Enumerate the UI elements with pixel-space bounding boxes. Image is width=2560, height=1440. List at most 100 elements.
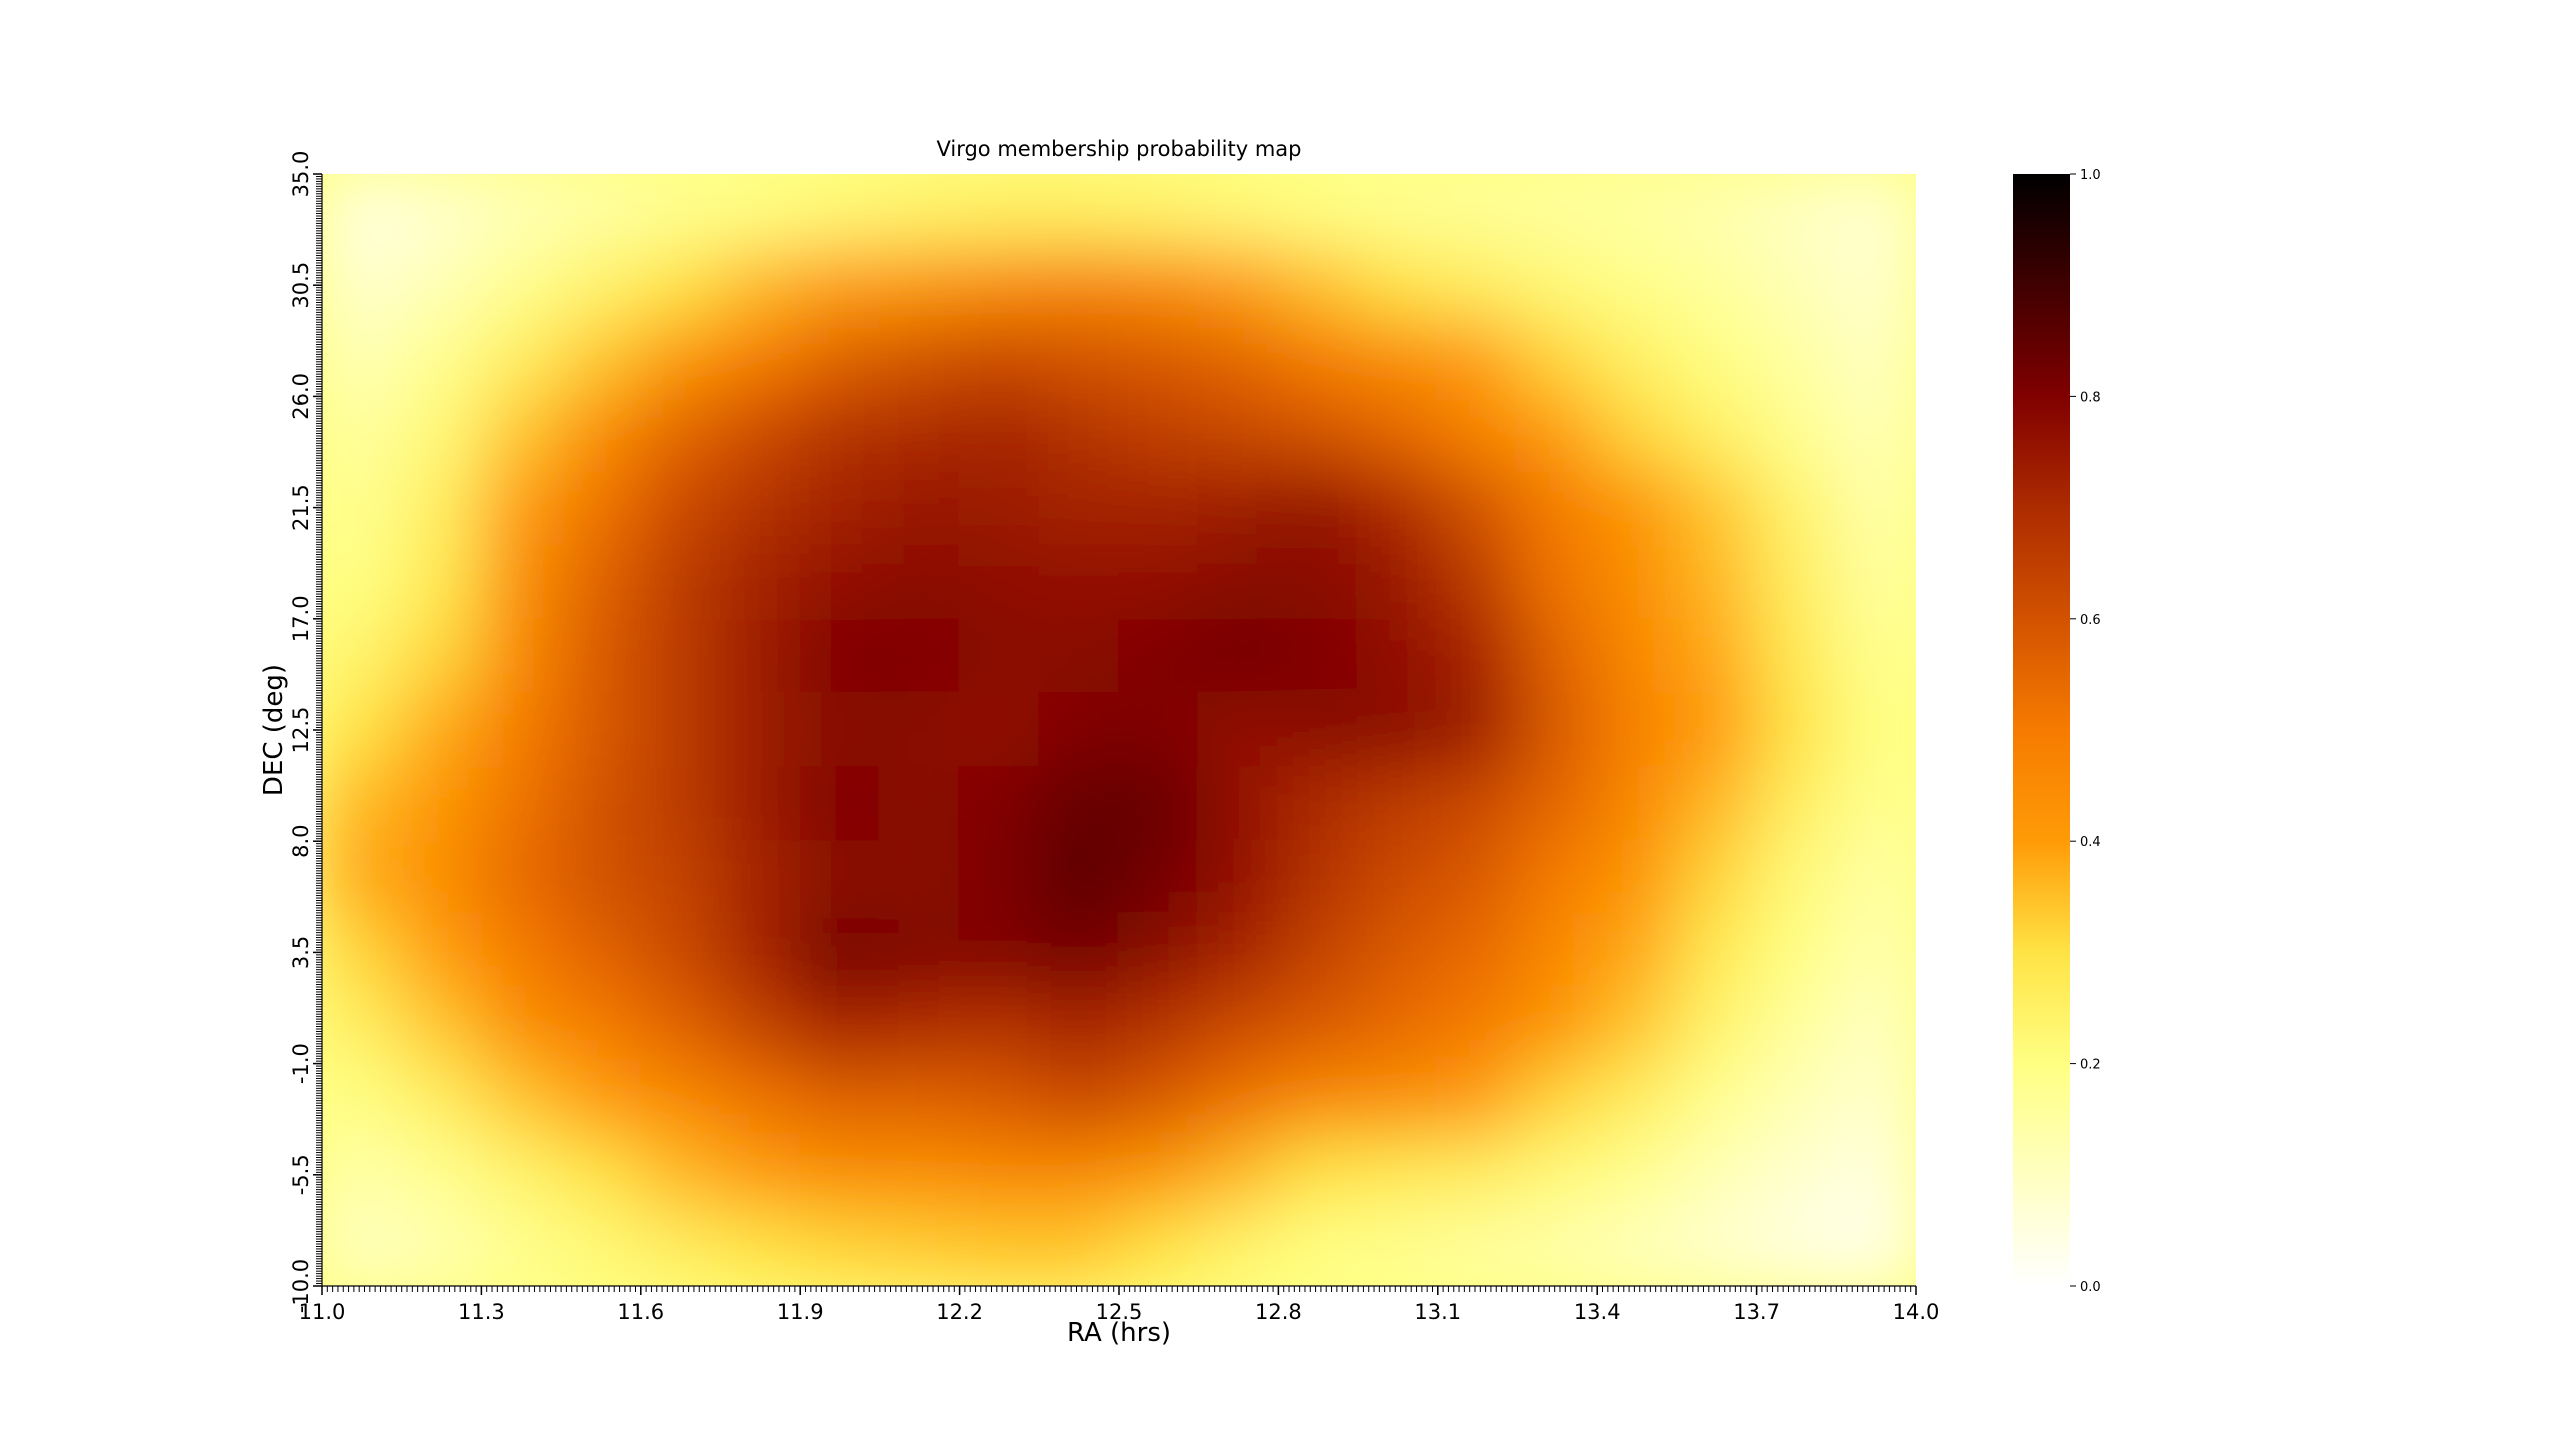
- heatmap-cell: [480, 1210, 563, 1286]
- heatmap-cell: [480, 914, 563, 991]
- heatmap-cell: [1038, 469, 1120, 546]
- heatmap-cell: [1755, 766, 1838, 843]
- heatmap-cell: [1596, 691, 1678, 769]
- y-tick-label: 12.5: [289, 707, 313, 754]
- heatmap-cell: [400, 543, 483, 620]
- heatmap-cell: [1197, 174, 1280, 250]
- heatmap-cell: [1835, 617, 1916, 694]
- heatmap-cell: [1596, 1136, 1678, 1213]
- heatmap-cell: [1357, 840, 1439, 917]
- heatmap-cell: [799, 1062, 881, 1139]
- heatmap-cell: [1038, 174, 1120, 250]
- colorbar-tick-label: 0.6: [2080, 613, 2101, 628]
- y-tick-label: -1.0: [289, 1043, 313, 1084]
- heatmap-cell: [878, 247, 961, 324]
- heatmap-cell: [560, 766, 642, 843]
- heatmap-cell: [1516, 988, 1599, 1065]
- heatmap-cell: [1197, 1136, 1280, 1213]
- heatmap-cell: [1596, 617, 1678, 694]
- heatmap-cell: [1755, 174, 1838, 250]
- x-tick-label: 13.7: [1733, 1300, 1780, 1324]
- heatmap-cell: [560, 247, 642, 324]
- heatmap-cell: [1835, 1062, 1916, 1139]
- heatmap-cell: [799, 988, 881, 1065]
- heatmap-cell: [1357, 321, 1439, 398]
- x-tick-label: 14.0: [1893, 1300, 1940, 1324]
- heatmap-cell: [719, 691, 802, 769]
- heatmap-cell: [1516, 395, 1599, 472]
- heatmap-cell: [878, 469, 961, 546]
- heatmap-cell: [639, 1136, 722, 1213]
- heatmap-cell: [958, 914, 1041, 991]
- heatmap-cell: [1038, 691, 1120, 769]
- heatmap-cell: [799, 617, 881, 694]
- heatmap-cell: [799, 1136, 881, 1213]
- heatmap-cell: [560, 617, 642, 694]
- heatmap-cell: [1436, 469, 1519, 546]
- y-tick-label: 21.5: [289, 484, 313, 531]
- heatmap-cell: [719, 914, 802, 991]
- x-tick-label: 13.4: [1574, 1300, 1621, 1324]
- heatmap-cell: [1675, 1062, 1758, 1139]
- heatmap-cell: [1436, 691, 1519, 769]
- heatmap-cell: [719, 469, 802, 546]
- heatmap-cell: [878, 1210, 961, 1286]
- heatmap-cell: [400, 1136, 483, 1213]
- heatmap-cell: [1596, 174, 1678, 250]
- heatmap-cell: [1038, 1136, 1120, 1213]
- heatmap-cell: [719, 766, 802, 843]
- heatmap-cell: [1038, 617, 1120, 694]
- heatmap-cell: [1038, 914, 1120, 991]
- heatmap-cell: [958, 543, 1041, 620]
- heatmap-cell: [958, 174, 1041, 250]
- heatmap-cell: [1596, 247, 1678, 324]
- heatmap-cell: [639, 1210, 722, 1286]
- heatmap-cell: [322, 543, 403, 620]
- heatmap-cell: [1755, 691, 1838, 769]
- heatmap-cell: [560, 469, 642, 546]
- heatmap-cell: [639, 766, 722, 843]
- heatmap-cell: [400, 840, 483, 917]
- heatmap-cell: [480, 1136, 563, 1213]
- heatmap-cell: [400, 691, 483, 769]
- heatmap-cell: [1596, 543, 1678, 620]
- heatmap-cell: [1516, 691, 1599, 769]
- heatmap-cell: [322, 1062, 403, 1139]
- heatmap-cell: [480, 321, 563, 398]
- heatmap-cell: [322, 1136, 403, 1213]
- heatmap-cell: [322, 321, 403, 398]
- heatmap-cell: [1835, 395, 1916, 472]
- heatmap-cell: [560, 988, 642, 1065]
- heatmap-cell: [322, 617, 403, 694]
- heatmap-cell: [1835, 321, 1916, 398]
- heatmap-cell: [1277, 174, 1360, 250]
- heatmap-cell: [1118, 840, 1200, 917]
- heatmap-cell: [322, 988, 403, 1065]
- heatmap-cell: [1835, 543, 1916, 620]
- heatmap-cell: [799, 914, 881, 991]
- heatmap-cell: [1516, 321, 1599, 398]
- heatmap-cell: [560, 914, 642, 991]
- heatmap-cell: [322, 395, 403, 472]
- heatmap-cell: [878, 914, 961, 991]
- x-tick-label: 12.2: [936, 1300, 983, 1324]
- heatmap-cell: [719, 174, 802, 250]
- heatmap-cell: [480, 395, 563, 472]
- heatmap-cell: [1277, 914, 1360, 991]
- heatmap-cell: [1675, 543, 1758, 620]
- heatmap-cell: [878, 543, 961, 620]
- heatmap-cell: [322, 766, 403, 843]
- heatmap-cell: [958, 691, 1041, 769]
- heatmap-cell: [1197, 395, 1280, 472]
- heatmap-cell: [799, 174, 881, 250]
- heatmap-cell: [322, 840, 403, 917]
- heatmap-cell: [719, 617, 802, 694]
- x-tick-label: 13.1: [1414, 1300, 1461, 1324]
- heatmap-cell: [1755, 840, 1838, 917]
- y-tick-label: 30.5: [289, 262, 313, 309]
- heatmap-cell: [878, 617, 961, 694]
- heatmap-cell: [1357, 395, 1439, 472]
- y-tick-label: 8.0: [289, 824, 313, 857]
- heatmap-cell: [400, 617, 483, 694]
- colorbar-tick-label: 0.4: [2080, 835, 2101, 850]
